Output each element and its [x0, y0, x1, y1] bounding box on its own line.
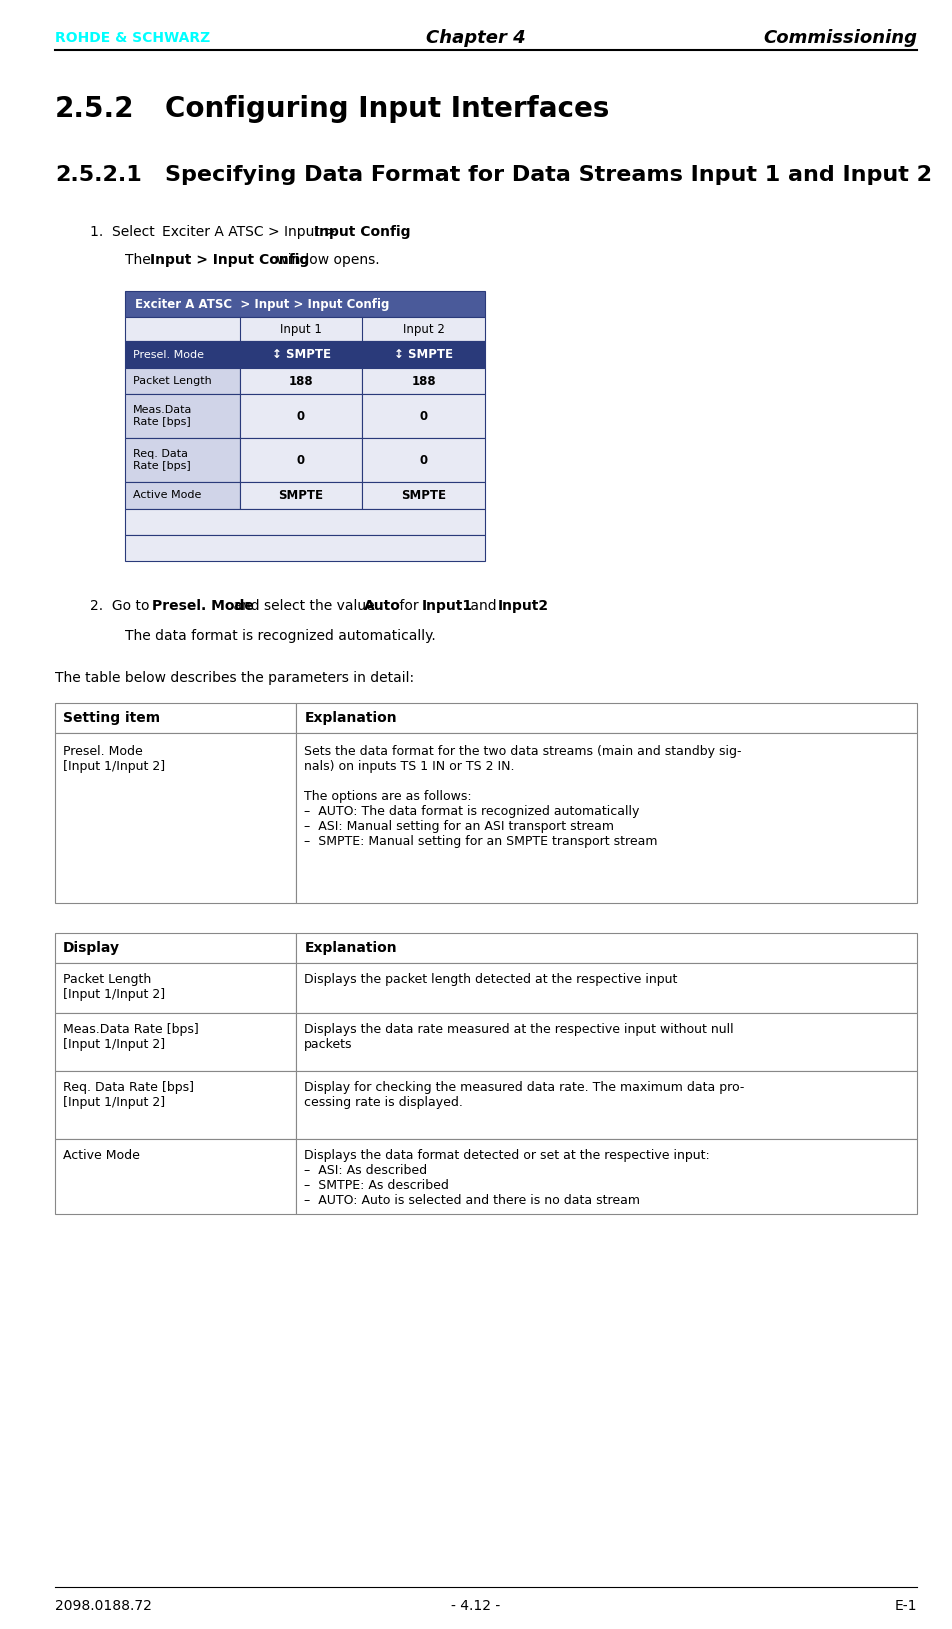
Bar — [240, 438, 362, 482]
Text: Exciter A ATSC > Input >: Exciter A ATSC > Input > — [162, 225, 340, 239]
Text: Input Config: Input Config — [314, 225, 410, 239]
Text: SMPTE: SMPTE — [401, 489, 446, 502]
Text: Displays the data format detected or set at the respective input:
–  ASI: As des: Displays the data format detected or set… — [305, 1148, 710, 1207]
Bar — [55, 704, 296, 733]
Text: Display: Display — [63, 942, 120, 955]
Text: Explanation: Explanation — [305, 710, 397, 725]
Text: Packet Length: Packet Length — [133, 376, 211, 386]
Text: Chapter 4: Chapter 4 — [426, 29, 526, 47]
Bar — [362, 340, 485, 368]
Bar — [240, 394, 362, 438]
Bar — [55, 933, 296, 963]
Text: window opens.: window opens. — [272, 252, 380, 267]
Text: E-1: E-1 — [895, 1600, 917, 1613]
Text: 0: 0 — [420, 409, 427, 422]
Bar — [296, 1139, 917, 1214]
Text: Display for checking the measured data rate. The maximum data pro-
cessing rate : Display for checking the measured data r… — [305, 1082, 744, 1109]
Text: Req. Data Rate [bps]
[Input 1/Input 2]: Req. Data Rate [bps] [Input 1/Input 2] — [63, 1082, 194, 1109]
Text: Meas.Data Rate [bps]
[Input 1/Input 2]: Meas.Data Rate [bps] [Input 1/Input 2] — [63, 1023, 199, 1051]
Bar — [125, 368, 240, 394]
Bar — [125, 340, 240, 368]
Text: ↕ SMPTE: ↕ SMPTE — [271, 349, 330, 362]
Bar — [296, 733, 917, 902]
Text: Sets the data format for the two data streams (main and standby sig-
nals) on in: Sets the data format for the two data st… — [305, 744, 742, 849]
Text: Auto: Auto — [364, 599, 401, 613]
Text: 2098.0188.72: 2098.0188.72 — [55, 1600, 152, 1613]
Bar — [240, 368, 362, 394]
Text: Exciter A ATSC  > Input > Input Config: Exciter A ATSC > Input > Input Config — [135, 298, 389, 311]
Text: for: for — [395, 599, 423, 613]
Bar — [55, 963, 296, 1013]
Bar — [362, 368, 485, 394]
Text: Input 1: Input 1 — [280, 323, 322, 336]
Text: Configuring Input Interfaces: Configuring Input Interfaces — [165, 94, 609, 124]
Bar — [55, 733, 296, 902]
Bar — [125, 534, 485, 560]
Text: Input 2: Input 2 — [403, 323, 445, 336]
Text: Input2: Input2 — [498, 599, 549, 613]
Text: Displays the data rate measured at the respective input without null
packets: Displays the data rate measured at the r… — [305, 1023, 734, 1051]
Text: Setting item: Setting item — [63, 710, 160, 725]
Text: Input1: Input1 — [422, 599, 473, 613]
Text: Presel. Mode: Presel. Mode — [133, 350, 204, 360]
Text: Explanation: Explanation — [305, 942, 397, 955]
Text: Displays the packet length detected at the respective input: Displays the packet length detected at t… — [305, 973, 678, 986]
Text: Presel. Mode: Presel. Mode — [152, 599, 254, 613]
Text: Packet Length
[Input 1/Input 2]: Packet Length [Input 1/Input 2] — [63, 973, 165, 1000]
Text: SMPTE: SMPTE — [279, 489, 324, 502]
Bar — [125, 508, 485, 534]
Text: Meas.Data
Rate [bps]: Meas.Data Rate [bps] — [133, 406, 192, 427]
Bar — [240, 340, 362, 368]
Bar — [296, 963, 917, 1013]
Text: The data format is recognized automatically.: The data format is recognized automatica… — [125, 629, 436, 643]
Text: 188: 188 — [411, 375, 436, 388]
Text: .: . — [391, 225, 395, 239]
Bar — [362, 394, 485, 438]
Text: .: . — [542, 599, 546, 613]
Bar — [125, 482, 240, 508]
Text: Input > Input Config: Input > Input Config — [150, 252, 309, 267]
Bar — [55, 1070, 296, 1139]
Bar — [362, 482, 485, 508]
Text: - 4.12 -: - 4.12 - — [451, 1600, 501, 1613]
Text: 2.5.2.1: 2.5.2.1 — [55, 165, 142, 186]
Text: 0: 0 — [297, 409, 305, 422]
Bar — [55, 1013, 296, 1070]
Bar — [296, 1013, 917, 1070]
Text: 0: 0 — [297, 453, 305, 466]
Text: Active Mode: Active Mode — [63, 1148, 140, 1161]
Text: 1.  Select: 1. Select — [90, 225, 159, 239]
Text: and select the value: and select the value — [229, 599, 379, 613]
Text: Active Mode: Active Mode — [133, 490, 202, 500]
Text: 2.5.2: 2.5.2 — [55, 94, 134, 124]
Text: 188: 188 — [288, 375, 313, 388]
Text: ROHDE & SCHWARZ: ROHDE & SCHWARZ — [55, 31, 210, 46]
Text: Req. Data
Rate [bps]: Req. Data Rate [bps] — [133, 450, 190, 471]
Bar — [296, 933, 917, 963]
Text: ↕ SMPTE: ↕ SMPTE — [394, 349, 453, 362]
Bar — [125, 438, 240, 482]
Bar — [296, 1070, 917, 1139]
Text: Presel. Mode
[Input 1/Input 2]: Presel. Mode [Input 1/Input 2] — [63, 744, 165, 774]
Bar — [296, 704, 917, 733]
Text: Commissioning: Commissioning — [763, 29, 917, 47]
Bar — [240, 482, 362, 508]
Bar — [55, 1139, 296, 1214]
Text: 2.  Go to: 2. Go to — [90, 599, 154, 613]
Bar — [125, 394, 240, 438]
Bar — [362, 438, 485, 482]
Text: The table below describes the parameters in detail:: The table below describes the parameters… — [55, 671, 414, 686]
Bar — [125, 318, 485, 340]
Text: and: and — [466, 599, 501, 613]
Text: The: The — [125, 252, 155, 267]
Text: Specifying Data Format for Data Streams Input 1 and Input 2: Specifying Data Format for Data Streams … — [165, 165, 932, 186]
Text: 0: 0 — [420, 453, 427, 466]
Bar — [125, 292, 485, 318]
